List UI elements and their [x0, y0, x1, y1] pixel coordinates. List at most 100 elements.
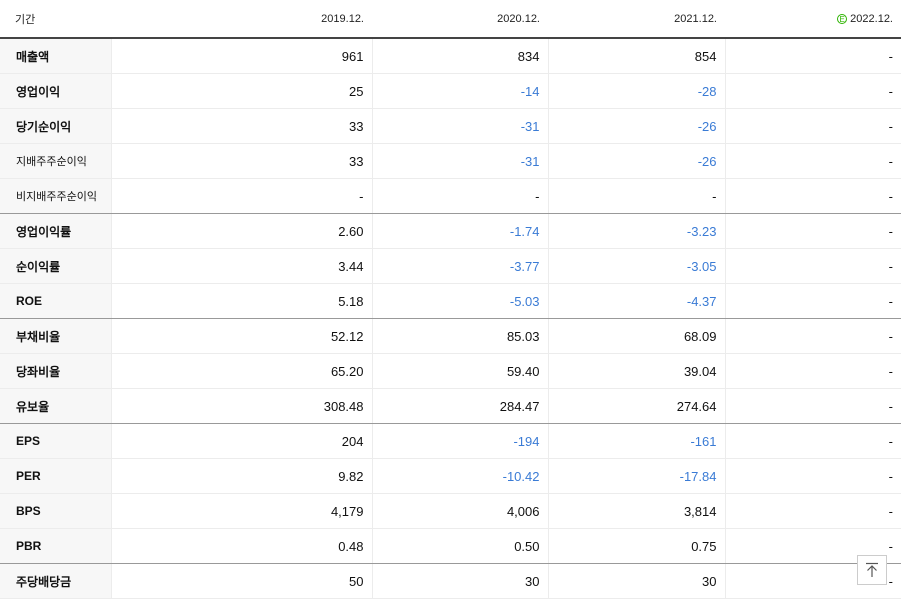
table-row: PER 9.82 -10.42 -17.84-	[0, 458, 901, 494]
table-row: 영업이익 25 -14 -28-	[0, 73, 901, 109]
table-row: PBR 0.48 0.50 0.75-	[0, 528, 901, 564]
period-2020: 2020.12.	[372, 0, 548, 39]
table-cell: -26	[547, 143, 725, 179]
table-cell: -	[724, 73, 901, 109]
table-cell: -4.37	[547, 283, 725, 319]
table-cell: 308.48	[110, 388, 372, 424]
table-cell: 204	[110, 423, 372, 459]
table-cell: -10.42	[371, 458, 548, 494]
table-row: EPS 204 -194 -161-	[0, 423, 901, 459]
table-cell: -3.77	[371, 248, 548, 284]
table-cell: -	[724, 248, 901, 284]
table-cell: -	[724, 213, 901, 249]
estimate-badge-icon: E	[837, 13, 848, 24]
table-cell: 2.60	[110, 213, 372, 249]
table-cell: 65.20	[110, 353, 372, 389]
table-cell: 3,814	[547, 493, 725, 529]
table-cell: -	[724, 458, 901, 494]
period-2022-label: 2022.12.	[850, 12, 893, 25]
table-cell: 3.44	[110, 248, 372, 284]
table-cell: -	[724, 388, 901, 424]
table-row: 비지배주주순이익 - - - -	[0, 178, 901, 214]
row-label: 순이익률	[0, 248, 111, 284]
table-cell: -31	[371, 143, 548, 179]
table-cell: -	[547, 178, 725, 214]
table-cell: 85.03	[371, 318, 548, 354]
table-row: 지배주주순이익 33 -31 -26-	[0, 143, 901, 179]
table-cell: -5.03	[371, 283, 548, 319]
row-label: 비지배주주순이익	[0, 178, 111, 214]
table-cell: 68.09	[547, 318, 725, 354]
table-row: ROE 5.18 -5.03 -4.37-	[0, 283, 901, 319]
table-row: 영업이익률 2.60 -1.74 -3.23-	[0, 213, 901, 249]
table-cell: -	[724, 318, 901, 354]
period-2021: 2021.12.	[548, 0, 725, 39]
table-cell: -31	[371, 108, 548, 144]
table-cell: -161	[547, 423, 725, 459]
table-row: 유보율 308.48 284.47 274.64-	[0, 388, 901, 424]
table-cell: -	[724, 38, 901, 74]
table-cell: -14	[371, 73, 548, 109]
row-label: 유보율	[0, 388, 111, 424]
table-row: 당기순이익 33 -31 -26-	[0, 108, 901, 144]
table-cell: 25	[110, 73, 372, 109]
row-label: 부채비율	[0, 318, 111, 354]
header-row: 기간 2019.12. 2020.12. 2021.12. E 2022.12.	[0, 0, 901, 39]
table-cell: 4,179	[110, 493, 372, 529]
table-row: 당좌비율 65.20 59.40 39.04-	[0, 353, 901, 389]
table-cell: 274.64	[547, 388, 725, 424]
table-row: 주당배당금 50 30 30-	[0, 563, 901, 599]
table-cell: 834	[371, 38, 548, 74]
table-cell: 59.40	[371, 353, 548, 389]
table-cell: 0.48	[110, 528, 372, 564]
table-cell: -	[724, 353, 901, 389]
table-cell: -26	[547, 108, 725, 144]
table-cell: 52.12	[110, 318, 372, 354]
table-cell: -1.74	[371, 213, 548, 249]
row-label: 당좌비율	[0, 353, 111, 389]
table-cell: -	[724, 143, 901, 179]
table-cell: 39.04	[547, 353, 725, 389]
row-label: EPS	[0, 423, 111, 459]
table-cell: 4,006	[371, 493, 548, 529]
row-label: 주당배당금	[0, 563, 111, 599]
row-label: PBR	[0, 528, 111, 564]
table-row: 순이익률 3.44 -3.77 -3.05-	[0, 248, 901, 284]
table-cell: 50	[110, 563, 372, 599]
row-label: 지배주주순이익	[0, 143, 111, 179]
table-cell: -	[724, 283, 901, 319]
table-cell: 0.75	[547, 528, 725, 564]
table-cell: 0.50	[371, 528, 548, 564]
row-label: 매출액	[0, 38, 111, 74]
table-row: 매출액 961 834 854-	[0, 38, 901, 74]
table-cell: 33	[110, 143, 372, 179]
table-cell: 33	[110, 108, 372, 144]
table-cell: -3.23	[547, 213, 725, 249]
period-2022-estimate: E 2022.12.	[725, 0, 901, 39]
table-cell: -17.84	[547, 458, 725, 494]
period-header-label: 기간	[0, 0, 111, 39]
scroll-to-top-button[interactable]	[857, 555, 887, 585]
table-cell: -	[371, 178, 548, 214]
table-cell: -3.05	[547, 248, 725, 284]
table-cell: 961	[110, 38, 372, 74]
table-cell: 9.82	[110, 458, 372, 494]
table-cell: 854	[547, 38, 725, 74]
period-2019: 2019.12.	[111, 0, 372, 39]
table-cell: 284.47	[371, 388, 548, 424]
row-label: BPS	[0, 493, 111, 529]
table-cell: -	[724, 108, 901, 144]
row-label: 영업이익률	[0, 213, 111, 249]
table-cell: -	[724, 493, 901, 529]
table-cell: -	[724, 423, 901, 459]
table-cell: -	[110, 178, 372, 214]
table-cell: -194	[371, 423, 548, 459]
row-label: PER	[0, 458, 111, 494]
table-cell: -	[724, 178, 901, 214]
table-row: 부채비율 52.12 85.03 68.09-	[0, 318, 901, 354]
row-label: 영업이익	[0, 73, 111, 109]
table-cell: 30	[371, 563, 548, 599]
table-cell: 30	[547, 563, 725, 599]
row-label: 당기순이익	[0, 108, 111, 144]
